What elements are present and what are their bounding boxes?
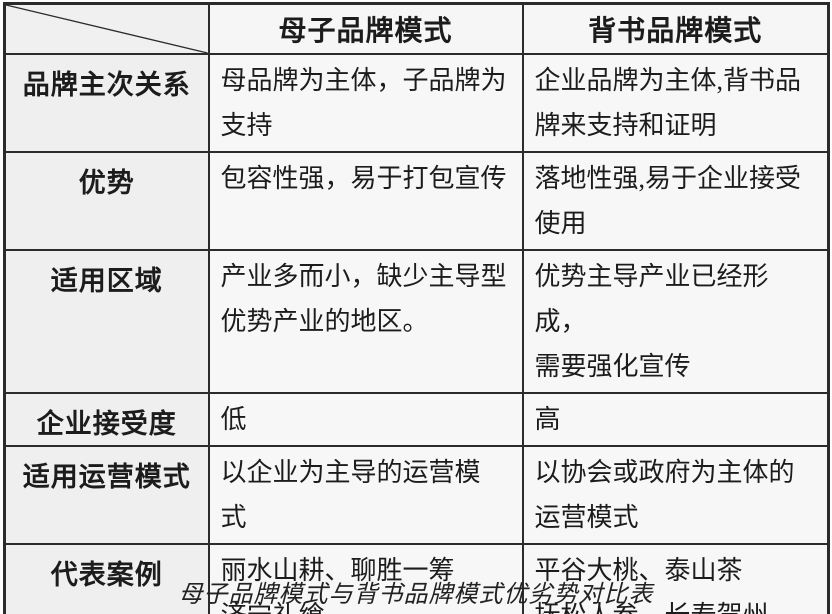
cell-representative-cases-parent: 丽水山耕、聊胜一筹 济宁礼飨	[207, 543, 524, 614]
cell-operation-mode-endorse: 以协会或政府为主体的 运营模式	[521, 445, 830, 545]
row-label-brand-hierarchy: 品牌主次关系	[3, 53, 210, 153]
cell-applicable-region-endorse: 优势主导产业已经形成， 需要强化宣传	[521, 249, 830, 394]
cell-applicable-region-parent: 产业多而小，缺少主导型 优势产业的地区。	[207, 249, 524, 394]
row-label-applicable-region: 适用区域	[3, 249, 210, 394]
cell-brand-hierarchy-endorse: 企业品牌为主体,背书品 牌来支持和证明	[521, 53, 830, 153]
row-label-operation-mode: 适用运营模式	[3, 445, 210, 545]
header-diagonal-line	[6, 5, 208, 53]
row-label-advantage: 优势	[3, 151, 210, 251]
cell-advantage-parent: 包容性强，易于打包宣传	[207, 151, 524, 251]
table-row: 品牌主次关系 母品牌为主体，子品牌为 支持 企业品牌为主体,背书品 牌来支持和证…	[3, 53, 830, 153]
cell-advantage-endorse: 落地性强,易于企业接受 使用	[521, 151, 830, 251]
row-label-enterprise-acceptance: 企业接受度	[3, 392, 210, 447]
cell-enterprise-acceptance-endorse: 高	[521, 392, 830, 447]
row-label-representative-cases: 代表案例	[3, 543, 210, 614]
table-row: 代表案例 丽水山耕、聊胜一筹 济宁礼飨 平谷大桃、泰山茶 抚松人参、长寿贺州	[3, 543, 830, 614]
table-caption: 母子品牌模式与背书品牌模式优劣势对比表	[178, 582, 654, 608]
comparison-table: 母子品牌模式 背书品牌模式 品牌主次关系 母品牌为主体，子品牌为 支持 企业品牌…	[3, 2, 830, 614]
cell-operation-mode-parent: 以企业为主导的运营模 式	[207, 445, 524, 545]
table-row: 适用区域 产业多而小，缺少主导型 优势产业的地区。 优势主导产业已经形成， 需要…	[3, 249, 830, 394]
column-header-endorse-brand: 背书品牌模式	[521, 2, 830, 55]
cell-brand-hierarchy-parent: 母品牌为主体，子品牌为 支持	[207, 53, 524, 153]
corner-cell	[3, 2, 210, 55]
cell-enterprise-acceptance-parent: 低	[207, 392, 524, 447]
table-row: 优势 包容性强，易于打包宣传 落地性强,易于企业接受 使用	[3, 151, 830, 251]
table-row: 适用运营模式 以企业为主导的运营模 式 以协会或政府为主体的 运营模式	[3, 445, 830, 545]
table-row: 企业接受度 低 高	[3, 392, 830, 447]
column-header-parent-brand: 母子品牌模式	[207, 2, 524, 55]
cell-representative-cases-endorse: 平谷大桃、泰山茶 抚松人参、长寿贺州	[521, 543, 830, 614]
header-row: 母子品牌模式 背书品牌模式	[3, 2, 830, 55]
